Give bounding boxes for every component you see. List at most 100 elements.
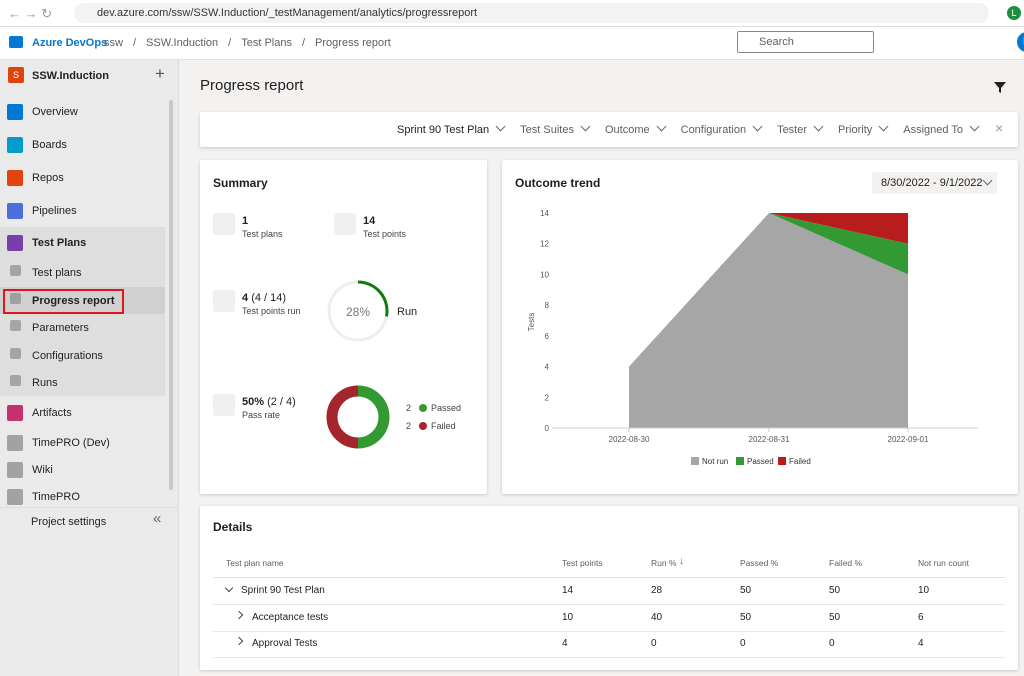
- pass-donut-segment: [357, 385, 390, 449]
- cell: 50: [829, 585, 841, 596]
- cell: 40: [651, 612, 663, 623]
- separator: /: [301, 37, 306, 49]
- date-range-text: 8/30/2022 - 9/1/2022: [881, 177, 983, 189]
- legend-swatch: [778, 457, 786, 465]
- pass-rate: 50%: [242, 396, 265, 408]
- expander[interactable]: [224, 583, 234, 593]
- address-bar[interactable]: [74, 3, 989, 23]
- filter[interactable]: Assigned To: [903, 124, 963, 136]
- cell: 0: [740, 638, 746, 649]
- y-tick-label: 6: [545, 332, 550, 341]
- run-caption: Run: [397, 306, 418, 318]
- y-tick-label: 0: [545, 424, 550, 433]
- nav-item[interactable]: TimePRO: [32, 491, 80, 503]
- test-plans-label: Test plans: [242, 229, 283, 239]
- expander[interactable]: [234, 636, 244, 646]
- nav-item[interactable]: Repos: [32, 172, 64, 184]
- column-header[interactable]: Passed %: [740, 558, 779, 568]
- cell: Acceptance tests: [252, 612, 329, 623]
- test-plans-icon: [213, 213, 235, 235]
- chevron: [969, 121, 980, 132]
- clear-filters[interactable]: ×: [995, 120, 1004, 136]
- column-header[interactable]: Not run count: [918, 558, 970, 568]
- breadcrumb[interactable]: ssw: [104, 37, 123, 49]
- row-line: [213, 577, 1005, 578]
- filter[interactable]: Test Suites: [520, 124, 574, 136]
- nav-icon: [7, 462, 23, 478]
- project-name[interactable]: SSW.Induction: [32, 70, 109, 82]
- y-tick-label: 8: [545, 301, 550, 310]
- outcome-name: Failed: [431, 421, 456, 431]
- nav-item[interactable]: Runs: [32, 377, 58, 389]
- chevron: [813, 121, 824, 132]
- y-tick-label: 2: [545, 393, 550, 402]
- test-points-icon: [334, 213, 356, 235]
- nav-buttons[interactable]: ← → ↻: [8, 6, 53, 21]
- separator: /: [132, 37, 137, 49]
- cell: Sprint 90 Test Plan: [241, 585, 325, 596]
- legend-swatch: [691, 457, 699, 465]
- outcome-name: Passed: [431, 403, 461, 413]
- filter[interactable]: Tester: [777, 124, 808, 136]
- nav-item[interactable]: Configurations: [32, 350, 103, 362]
- collapse[interactable]: «: [153, 510, 162, 527]
- run-value: 4: [242, 292, 249, 304]
- nav-icon: [10, 265, 21, 276]
- filter-icon[interactable]: [993, 81, 1007, 94]
- column-header[interactable]: Test points: [562, 558, 603, 568]
- chevron: [580, 121, 591, 132]
- nav-item[interactable]: Overview: [32, 106, 78, 118]
- nav-item[interactable]: Artifacts: [32, 407, 72, 419]
- project-settings[interactable]: Project settings: [31, 516, 107, 528]
- column-header[interactable]: Failed %: [829, 558, 863, 568]
- filter[interactable]: Priority: [838, 124, 873, 136]
- cell: 0: [651, 638, 657, 649]
- nav-item[interactable]: Parameters: [32, 322, 89, 334]
- chevron: [878, 121, 889, 132]
- nav-item[interactable]: Boards: [32, 139, 67, 151]
- selected-item: [0, 287, 165, 314]
- y-tick-label: 14: [540, 209, 549, 218]
- legend-label: Not run: [702, 457, 728, 466]
- profile[interactable]: L: [1007, 6, 1021, 20]
- browser-bar: ← → ↻ dev.azure.com/ssw/SSW.Induction/_t…: [0, 0, 1024, 27]
- avatar[interactable]: L: [1017, 32, 1024, 52]
- nav-item[interactable]: TimePRO (Dev): [32, 437, 110, 449]
- nav-item[interactable]: Wiki: [32, 464, 53, 476]
- outcome-dot: [419, 422, 427, 430]
- brand[interactable]: Azure DevOps: [32, 37, 108, 49]
- x-tick-label: 2022-09-01: [888, 435, 929, 444]
- column-header[interactable]: Run %: [651, 558, 677, 568]
- search-box[interactable]: Search: [737, 31, 874, 53]
- cell: 50: [740, 585, 752, 596]
- separator: /: [228, 37, 232, 49]
- search-placeholder: Search: [759, 36, 794, 48]
- x-tick-label: 2022-08-30: [609, 435, 650, 444]
- filter[interactable]: Outcome: [604, 124, 650, 136]
- column-header[interactable]: Test plan name: [226, 558, 284, 568]
- chevron: [495, 121, 506, 132]
- filter[interactable]: Sprint 90 Test Plan: [397, 124, 490, 136]
- date-range[interactable]: 8/30/2022 - 9/1/2022: [872, 172, 997, 194]
- details-card: Details Test plan name Test points Run % Pa…: [200, 506, 1018, 670]
- chevron: [656, 121, 667, 132]
- logo[interactable]: [9, 36, 23, 48]
- breadcrumb[interactable]: Progress report: [315, 37, 391, 49]
- breadcrumb[interactable]: Test Plans: [241, 37, 292, 49]
- expander[interactable]: [234, 610, 244, 620]
- highlight-box: [3, 289, 124, 314]
- nav-item[interactable]: Pipelines: [32, 205, 77, 217]
- nav-icon: [10, 320, 21, 331]
- add-button[interactable]: +: [155, 64, 165, 83]
- nav-icon: [10, 375, 21, 386]
- nav-item[interactable]: Progress report: [32, 295, 115, 307]
- nav-item[interactable]: Test plans: [32, 267, 82, 279]
- url: dev.azure.com/ssw/SSW.Induction/_testMan…: [97, 7, 478, 19]
- filter[interactable]: Configuration: [680, 124, 747, 136]
- nav-item[interactable]: Test Plans: [32, 237, 87, 249]
- outcome-count: 2: [406, 403, 411, 413]
- area: [629, 213, 908, 367]
- nav-icon: [7, 405, 23, 421]
- breadcrumb[interactable]: SSW.Induction: [146, 37, 219, 49]
- run-line: 4 (4 / 14): [242, 292, 286, 304]
